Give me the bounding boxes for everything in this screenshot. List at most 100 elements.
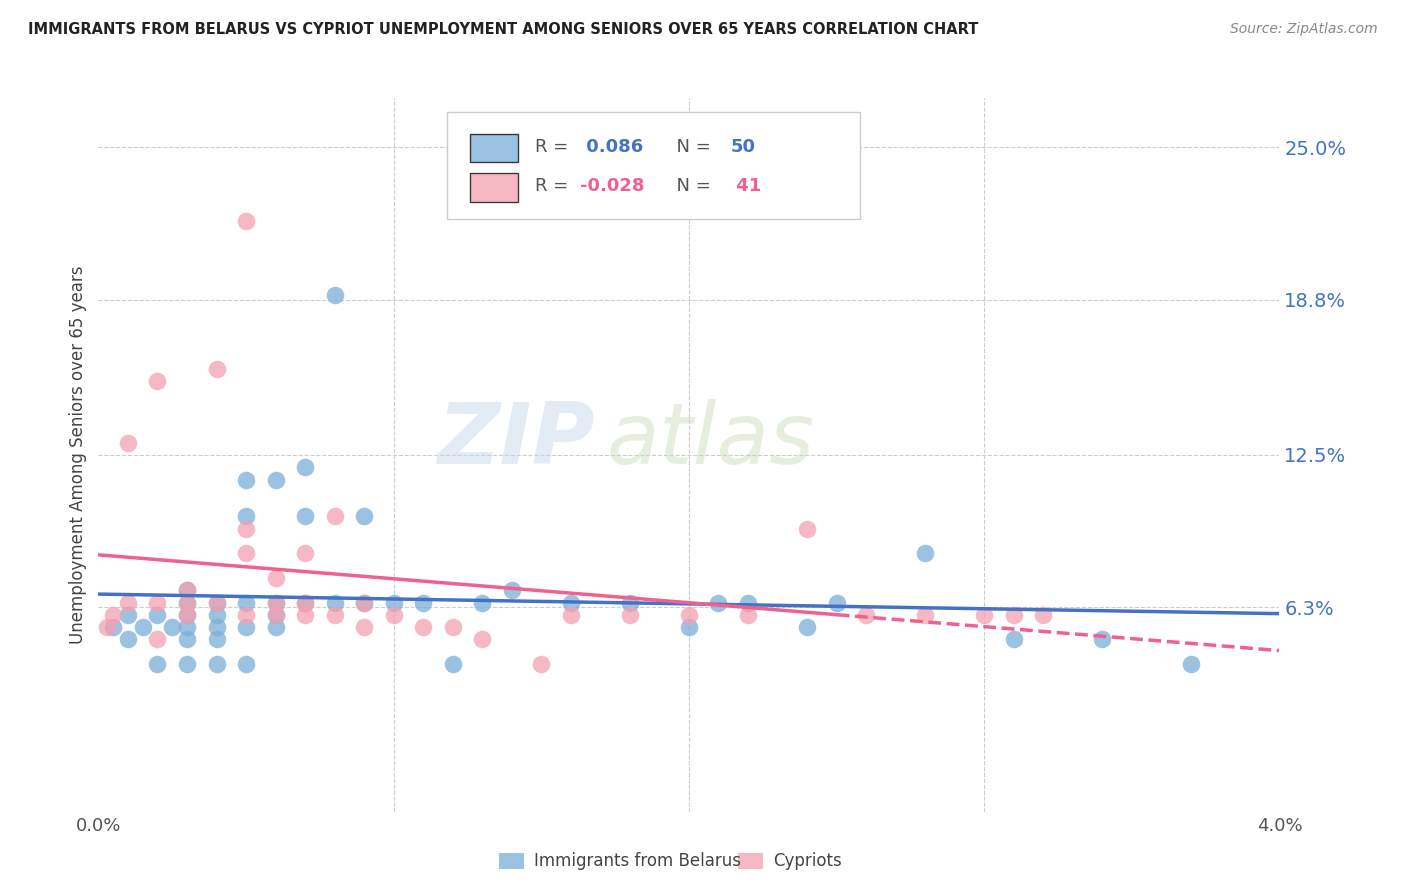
Point <box>176 583 198 598</box>
Point <box>796 522 818 536</box>
Point <box>205 620 228 634</box>
Point <box>294 509 316 524</box>
Text: Source: ZipAtlas.com: Source: ZipAtlas.com <box>1230 22 1378 37</box>
Point <box>353 596 375 610</box>
FancyBboxPatch shape <box>471 134 517 162</box>
Point <box>235 607 257 622</box>
Text: 50: 50 <box>730 137 755 155</box>
Point <box>353 596 375 610</box>
Point <box>205 657 228 671</box>
Point <box>117 632 139 647</box>
Point <box>264 473 287 487</box>
Point <box>176 632 198 647</box>
Point <box>176 657 198 671</box>
Text: Immigrants from Belarus: Immigrants from Belarus <box>534 852 741 870</box>
Point <box>117 596 139 610</box>
Point <box>162 620 183 634</box>
Point <box>132 620 155 634</box>
Point <box>323 288 346 302</box>
Point <box>914 546 936 560</box>
Point <box>619 596 641 610</box>
Point <box>1180 657 1202 671</box>
Point <box>973 607 995 622</box>
Point <box>235 657 257 671</box>
Point <box>619 607 641 622</box>
Point <box>825 596 848 610</box>
Point <box>441 620 464 634</box>
Point <box>412 596 434 610</box>
Point <box>176 596 198 610</box>
Point <box>353 620 375 634</box>
Point <box>471 596 494 610</box>
Point <box>501 583 523 598</box>
Point <box>264 596 287 610</box>
Point <box>235 473 257 487</box>
Point <box>103 607 125 622</box>
Point <box>382 607 405 622</box>
Point <box>146 374 169 388</box>
Point <box>678 607 700 622</box>
Point <box>441 657 464 671</box>
Point <box>1002 632 1025 647</box>
Point <box>235 620 257 634</box>
Text: IMMIGRANTS FROM BELARUS VS CYPRIOT UNEMPLOYMENT AMONG SENIORS OVER 65 YEARS CORR: IMMIGRANTS FROM BELARUS VS CYPRIOT UNEMP… <box>28 22 979 37</box>
Text: Cypriots: Cypriots <box>773 852 842 870</box>
Point <box>1091 632 1114 647</box>
Point <box>1032 607 1054 622</box>
Point <box>176 583 198 598</box>
Bar <box>738 853 763 869</box>
Point <box>117 607 139 622</box>
Point <box>103 620 125 634</box>
Point <box>294 460 316 475</box>
Point <box>205 596 228 610</box>
Point <box>176 607 198 622</box>
Point <box>796 620 818 634</box>
Point <box>678 620 700 634</box>
Text: 41: 41 <box>730 177 762 194</box>
Point <box>737 607 759 622</box>
Point <box>96 620 118 634</box>
FancyBboxPatch shape <box>447 112 860 219</box>
Text: N =: N = <box>665 177 717 194</box>
Text: N =: N = <box>665 137 717 155</box>
Point <box>205 607 228 622</box>
Point <box>412 620 434 634</box>
Point <box>264 620 287 634</box>
Point <box>146 657 169 671</box>
Point <box>235 522 257 536</box>
Text: atlas: atlas <box>606 399 814 483</box>
Point <box>146 632 169 647</box>
Point <box>323 607 346 622</box>
Point <box>914 607 936 622</box>
Point <box>353 509 375 524</box>
Point <box>294 546 316 560</box>
Text: ZIP: ZIP <box>437 399 595 483</box>
Point <box>205 361 228 376</box>
Point <box>294 607 316 622</box>
Text: -0.028: -0.028 <box>581 177 645 194</box>
Point <box>737 596 759 610</box>
Point <box>235 596 257 610</box>
Point <box>176 607 198 622</box>
Point <box>323 596 346 610</box>
Text: R =: R = <box>536 177 575 194</box>
Point <box>294 596 316 610</box>
Point <box>323 509 346 524</box>
Point <box>707 596 730 610</box>
Point <box>176 620 198 634</box>
Point <box>855 607 877 622</box>
Text: R =: R = <box>536 137 575 155</box>
Point <box>382 596 405 610</box>
Point <box>294 596 316 610</box>
Point <box>560 607 582 622</box>
Point <box>146 607 169 622</box>
Point <box>264 607 287 622</box>
Point <box>560 596 582 610</box>
Text: 0.086: 0.086 <box>581 137 644 155</box>
Point <box>264 607 287 622</box>
Point <box>1002 607 1025 622</box>
Point <box>176 596 198 610</box>
Point <box>205 632 228 647</box>
Point <box>530 657 553 671</box>
Bar <box>499 853 524 869</box>
